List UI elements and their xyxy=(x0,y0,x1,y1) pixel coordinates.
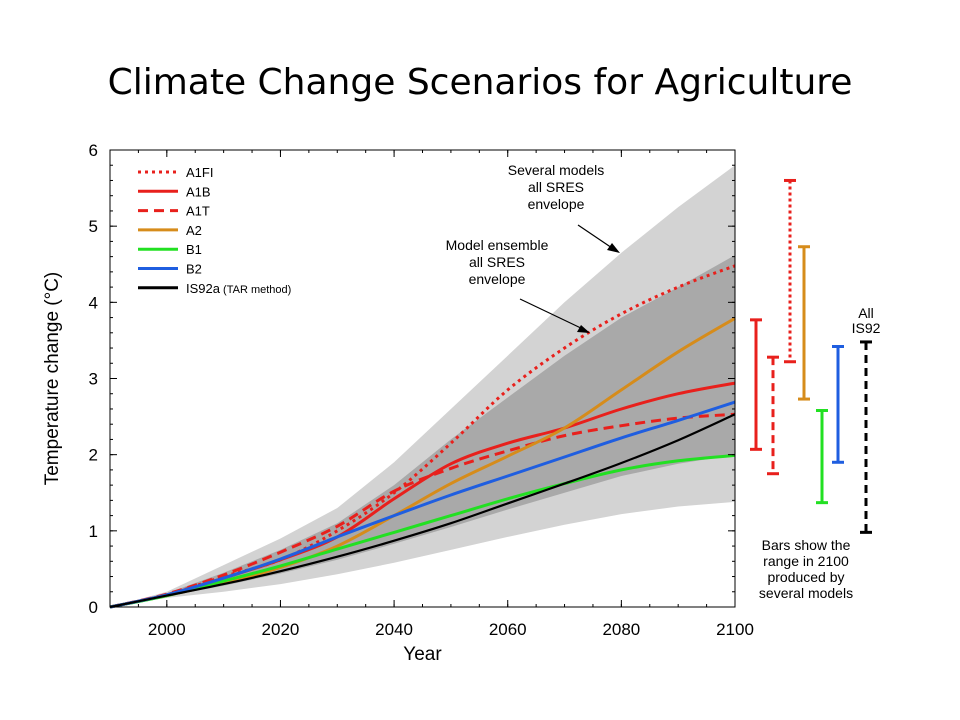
series-line-b1 xyxy=(109,453,736,609)
anno-model-ensemble: all SRES xyxy=(469,254,525,270)
x-tick-label: 2040 xyxy=(375,620,413,639)
legend-label-b1: B1 xyxy=(186,242,202,257)
series-layer xyxy=(109,264,736,609)
x-tick-label: 2000 xyxy=(148,620,186,639)
legend-label-b2: B2 xyxy=(186,262,202,277)
y-tick-label: 6 xyxy=(89,141,98,160)
legend-note: (TAR method) xyxy=(220,284,291,296)
envelope-several-models xyxy=(110,165,735,607)
x-tick-label: 2020 xyxy=(262,620,300,639)
legend-label-a1t: A1T xyxy=(186,204,210,219)
y-tick-label: 4 xyxy=(89,293,98,312)
anno-model-ensemble: Model ensemble xyxy=(446,237,549,253)
legend: A1FI A1B A1T A2 B1 B2 IS92a (TAR method) xyxy=(138,165,291,296)
anno-all-is92: All xyxy=(858,305,874,321)
x-tick-label: 2080 xyxy=(602,620,640,639)
y-tick-label: 0 xyxy=(89,598,98,617)
y-tick-label: 3 xyxy=(89,370,98,389)
anno-arrow-several-models xyxy=(577,224,616,251)
anno-bars-note: Bars show the xyxy=(762,537,851,553)
series-line-b2 xyxy=(109,400,736,609)
legend-label-a1fi: A1FI xyxy=(186,165,213,180)
anno-arrowhead-model-ensemble xyxy=(577,325,590,333)
anno-model-ensemble: envelope xyxy=(469,271,526,287)
y-tick-label: 5 xyxy=(89,217,98,236)
anno-bars-note: range in 2100 xyxy=(763,553,849,569)
anno-bars-note: several models xyxy=(759,585,853,601)
range-bars xyxy=(750,178,872,534)
slide-title: Climate Change Scenarios for Agriculture xyxy=(107,62,853,103)
y-axis-label: Temperature change (°C) xyxy=(42,272,63,486)
x-tick-label: 2100 xyxy=(716,620,754,639)
axes-layer: 0 1 2 3 4 5 6 2000 2020 2040 2060 2080 2100 Year Tempe… xyxy=(42,141,754,665)
anno-several-models: Several models xyxy=(508,162,605,178)
anno-arrow-model-ensemble xyxy=(519,298,586,331)
anno-all-is92: IS92 xyxy=(852,320,881,336)
anno-several-models: envelope xyxy=(528,196,585,212)
anno-bars-note: produced by xyxy=(767,569,844,585)
anno-arrowhead-several-models xyxy=(607,243,620,253)
legend-label-a2: A2 xyxy=(186,223,202,238)
x-axis-label: Year xyxy=(403,644,442,665)
y-tick-label: 1 xyxy=(89,522,98,541)
envelope-layer xyxy=(110,165,735,607)
anno-several-models: all SRES xyxy=(528,179,584,195)
envelope-model-ensemble xyxy=(110,255,735,607)
series-line-is92a xyxy=(109,413,736,609)
y-tick-label: 2 xyxy=(89,446,98,465)
legend-label-a1b: A1B xyxy=(186,184,211,199)
x-tick-label: 2060 xyxy=(489,620,527,639)
legend-label-is92a: IS92a (TAR method) xyxy=(186,281,291,296)
